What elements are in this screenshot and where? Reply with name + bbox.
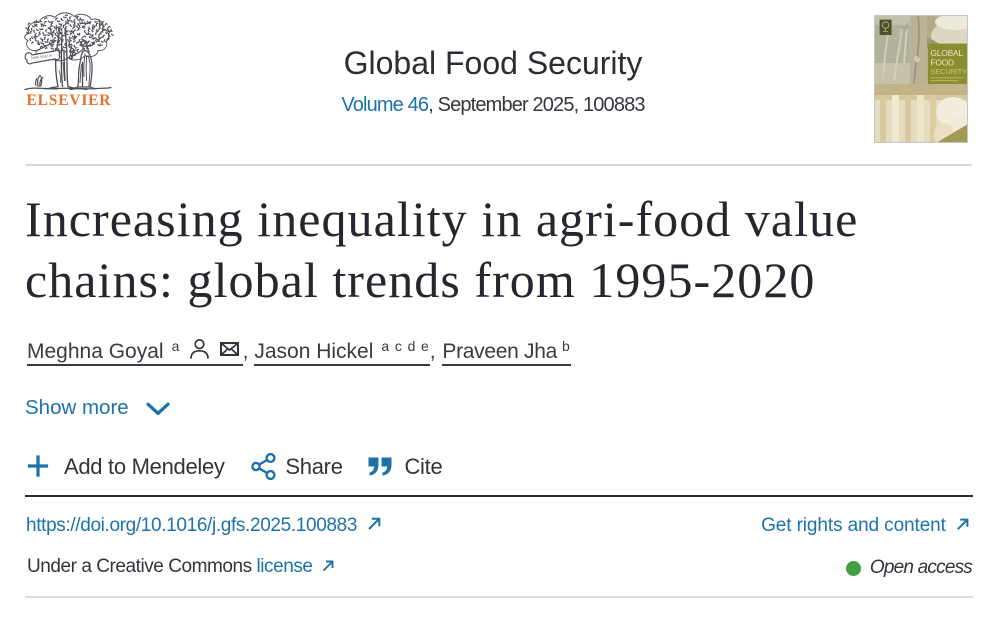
svg-text:FOOD: FOOD	[931, 57, 955, 67]
svg-text:ELSEVIER: ELSEVIER	[27, 92, 112, 108]
svg-text:NON SOLUS: NON SOLUS	[31, 54, 53, 61]
svg-text:SECURITY: SECURITY	[931, 67, 968, 76]
svg-text:GLOBAL: GLOBAL	[931, 48, 964, 58]
